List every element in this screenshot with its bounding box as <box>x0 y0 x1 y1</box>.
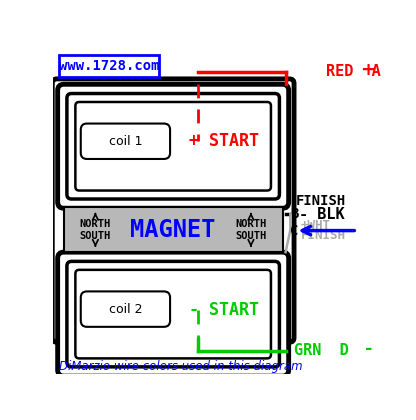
FancyBboxPatch shape <box>81 123 170 159</box>
Text: FINISH: FINISH <box>301 229 346 242</box>
Text: B: B <box>290 207 299 221</box>
Text: MAGNET: MAGNET <box>130 218 216 242</box>
Text: -: - <box>365 340 372 358</box>
Text: DiMarzio wire colors used in this diagram: DiMarzio wire colors used in this diagra… <box>59 360 303 373</box>
Bar <box>59 55 159 76</box>
Text: C: C <box>290 223 299 238</box>
Text: NORTH
SOUTH: NORTH SOUTH <box>235 218 267 241</box>
Text: FINISH: FINISH <box>296 194 346 208</box>
FancyBboxPatch shape <box>81 291 170 327</box>
FancyBboxPatch shape <box>58 84 289 208</box>
Text: RED  A: RED A <box>327 64 381 79</box>
FancyBboxPatch shape <box>75 270 271 358</box>
FancyBboxPatch shape <box>67 94 280 199</box>
Text: NORTH
SOUTH: NORTH SOUTH <box>80 218 111 241</box>
Text: +: + <box>360 61 375 79</box>
Text: coil 2: coil 2 <box>109 303 142 315</box>
FancyBboxPatch shape <box>52 79 294 342</box>
Text: +WHT: +WHT <box>301 220 331 232</box>
Text: GRN  D: GRN D <box>294 343 349 358</box>
Text: + START: + START <box>189 132 259 150</box>
FancyBboxPatch shape <box>58 252 289 376</box>
FancyBboxPatch shape <box>75 102 271 191</box>
Text: coil 1: coil 1 <box>109 135 142 148</box>
Text: - START: - START <box>189 301 259 319</box>
Bar <box>64 207 282 252</box>
Text: www.1728.com: www.1728.com <box>59 59 159 73</box>
FancyBboxPatch shape <box>67 261 280 367</box>
Text: - BLK: - BLK <box>300 207 345 222</box>
